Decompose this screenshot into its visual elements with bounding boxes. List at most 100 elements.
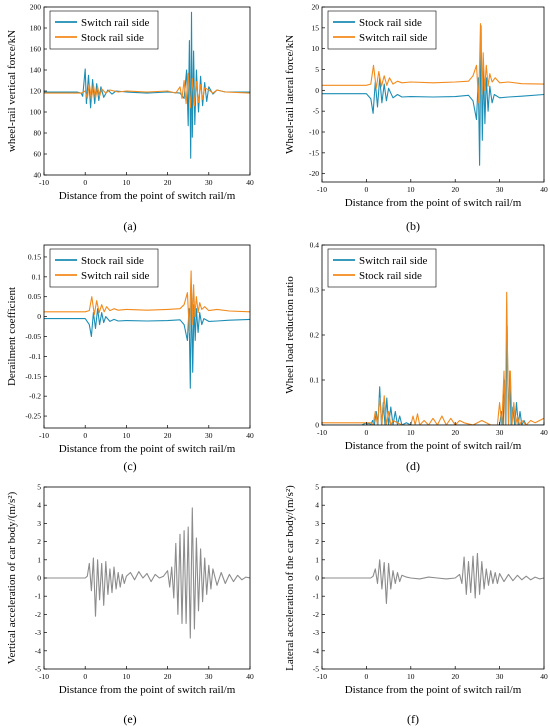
- x-tick-label: 10: [407, 672, 415, 681]
- y-tick-label: -5: [313, 665, 319, 674]
- x-axis-label: Distance from the point of switch rail/m: [59, 443, 236, 455]
- x-tick-label: 40: [540, 428, 548, 437]
- legend-label: Switch rail side: [81, 17, 150, 29]
- legend-box: [49, 10, 159, 50]
- y-tick-label: -3: [313, 628, 319, 637]
- y-tick-label: 0.2: [310, 331, 320, 340]
- y-tick-label: 20: [312, 3, 320, 12]
- panel-caption-c: (c): [123, 459, 137, 473]
- y-tick-label: -1: [35, 592, 41, 601]
- panel-caption-d: (d): [406, 459, 420, 473]
- legend-label: Switch rail side: [359, 255, 428, 267]
- y-tick-label: 1: [315, 555, 319, 564]
- series-line-2: [44, 270, 250, 334]
- y-tick-label: 80: [34, 129, 42, 138]
- legend-label: Stock rail side: [81, 32, 144, 44]
- x-tick-label: 0: [83, 178, 87, 187]
- y-tick-label: 4: [315, 501, 319, 510]
- y-tick-label: 0: [315, 86, 319, 95]
- x-tick-label: -10: [317, 428, 327, 437]
- panel-caption-a: (a): [123, 219, 137, 233]
- y-tick-label: -10: [309, 128, 319, 137]
- x-tick-label: 20: [164, 431, 172, 440]
- y-tick-label: -3: [35, 628, 41, 637]
- x-tick-label: 30: [205, 672, 213, 681]
- y-tick-label: 10: [312, 44, 320, 53]
- y-tick-label: 0.05: [28, 292, 41, 301]
- x-tick-label: 20: [451, 185, 459, 194]
- y-tick-label: 180: [30, 24, 42, 33]
- y-tick-label: -0.15: [25, 372, 41, 381]
- y-tick-label: -15: [309, 148, 319, 157]
- plot-frame: [321, 6, 545, 183]
- legend-label: Stock rail side: [81, 255, 144, 267]
- x-tick-label: 10: [123, 672, 131, 681]
- y-tick-label: -0.05: [25, 332, 41, 341]
- x-tick-label: 10: [123, 178, 131, 187]
- y-tick-label: 0.1: [310, 376, 320, 385]
- y-tick-label: -2: [35, 610, 41, 619]
- x-tick-label: 30: [496, 185, 504, 194]
- y-tick-label: -4: [35, 646, 41, 655]
- y-tick-label: 120: [30, 87, 42, 96]
- x-tick-label: 40: [246, 431, 254, 440]
- x-axis-label: Distance from the point of switch rail/m: [59, 190, 236, 202]
- x-axis-label: Distance from the point of switch rail/m: [59, 684, 236, 696]
- legend-label: Stock rail side: [359, 17, 422, 29]
- x-tick-label: -10: [39, 672, 49, 681]
- y-tick-label: 3: [315, 519, 319, 528]
- y-tick-label: -5: [35, 665, 41, 674]
- panel-caption-e: (e): [123, 712, 137, 726]
- x-axis-label: Distance from the point of switch rail/m: [345, 197, 522, 209]
- y-tick-label: 100: [30, 108, 42, 117]
- series-line-2: [322, 23, 544, 104]
- x-tick-label: 40: [540, 672, 548, 681]
- series-line-1: [322, 552, 544, 605]
- y-axis-label: Lateral acceleration of the car body/(m/…: [284, 485, 296, 671]
- y-tick-label: 0: [37, 312, 41, 321]
- x-tick-label: 0: [365, 428, 369, 437]
- legend-box: [49, 248, 159, 288]
- series-line-2: [322, 291, 544, 425]
- y-tick-label: 0.3: [310, 286, 320, 295]
- x-tick-label: -10: [39, 431, 49, 440]
- y-axis-label: Wheel load reduction ratio: [284, 276, 296, 394]
- legend-label: Switch rail side: [359, 32, 428, 44]
- x-tick-label: 40: [246, 178, 254, 187]
- x-tick-label: 20: [164, 672, 172, 681]
- x-axis-label: Distance from the point of switch rail/m: [345, 684, 522, 696]
- y-tick-label: 160: [30, 45, 42, 54]
- y-tick-label: -20: [309, 169, 319, 178]
- y-axis-label: Derailment coefficient: [6, 287, 18, 386]
- x-tick-label: 30: [496, 672, 504, 681]
- series-line-1: [44, 507, 250, 639]
- y-tick-label: -5: [313, 107, 319, 116]
- x-tick-label: 0: [365, 672, 369, 681]
- y-axis-label: wheel-rail vertical force/kN: [6, 30, 18, 152]
- x-tick-label: 30: [205, 178, 213, 187]
- x-tick-label: 40: [246, 672, 254, 681]
- x-axis-label: Distance from the point of switch rail/m: [345, 440, 522, 452]
- legend-box: [327, 248, 437, 288]
- chart-panel-2: -10 0 10 20 30 40 -20 -15 -10 -5 0 5 10 15 20 Distance …: [284, 3, 548, 210]
- y-tick-label: 15: [312, 23, 320, 32]
- y-tick-label: 0.1: [32, 272, 42, 281]
- x-tick-label: 0: [83, 672, 87, 681]
- y-tick-label: 0.4: [310, 241, 320, 250]
- legend-label: Stock rail side: [359, 270, 422, 282]
- y-tick-label: -0.1: [29, 352, 41, 361]
- chart-panel-3: -10 0 10 20 30 40 -0.25 -0.2 -0.15 -0.1 -0.05 0 0.05…: [6, 244, 254, 455]
- x-tick-label: 40: [540, 185, 548, 194]
- series-line-2: [44, 72, 250, 109]
- x-tick-label: 20: [451, 428, 459, 437]
- y-tick-label: -0.25: [25, 412, 41, 421]
- y-tick-label: 140: [30, 66, 42, 75]
- y-tick-label: 0: [37, 574, 41, 583]
- series-line-1: [44, 288, 250, 389]
- chart-panel-1: -10 0 10 20 30 40 40 60 80 100 120 140 160 180 200 Dist…: [6, 3, 254, 203]
- x-tick-label: -10: [39, 178, 49, 187]
- y-tick-label: -4: [313, 646, 319, 655]
- x-tick-label: 10: [123, 431, 131, 440]
